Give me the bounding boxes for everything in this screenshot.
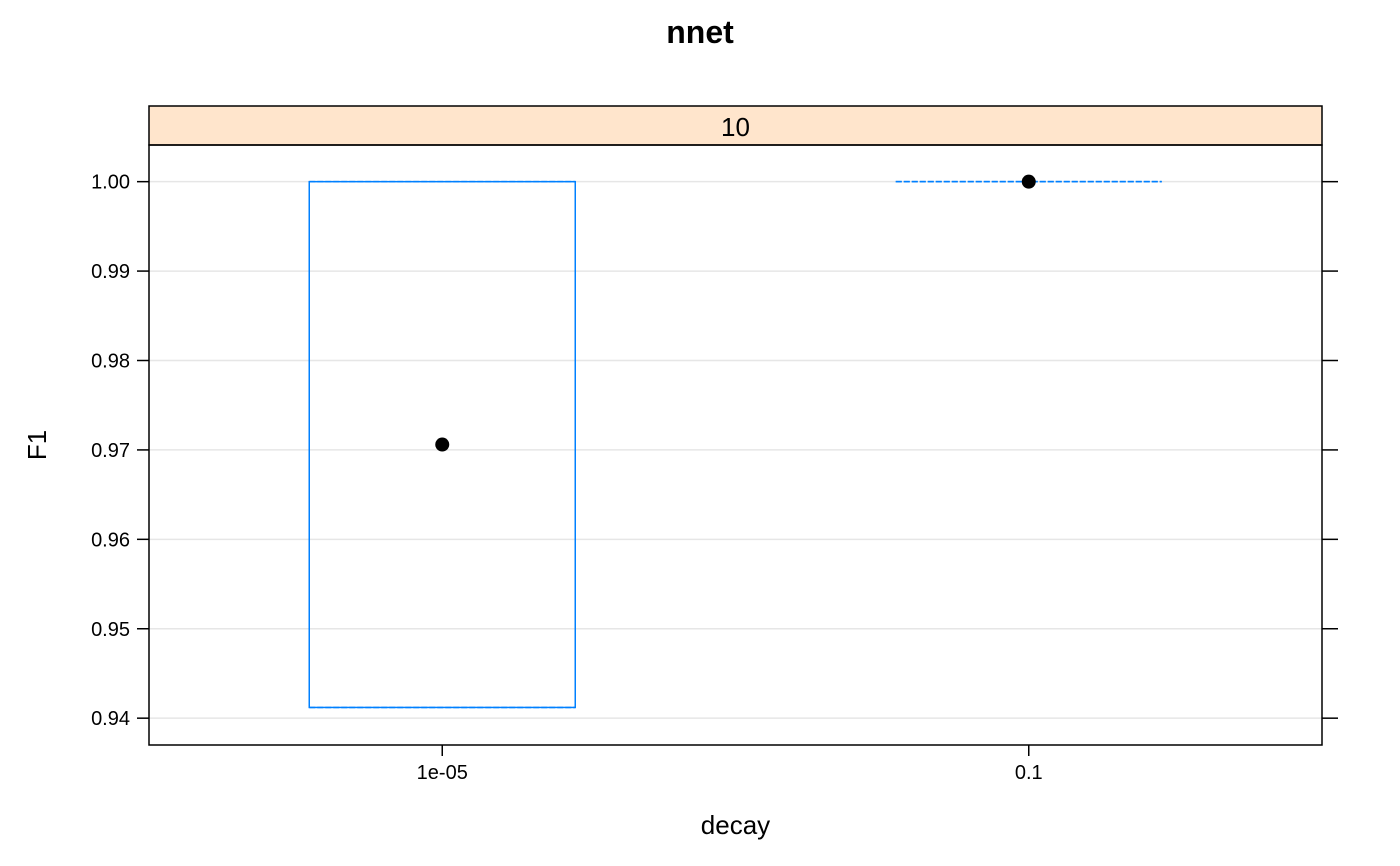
x-tick-label: 0.1 [1015, 762, 1043, 784]
box-series [308, 174, 1162, 709]
x-axis-label: decay [701, 810, 770, 840]
median-dot [435, 437, 450, 452]
y-axis: 0.94 0.95 0.96 0.97 0.98 0.99 1.00 [91, 172, 1338, 730]
y-tick-label: 0.99 [91, 261, 130, 283]
y-tick-label: 0.95 [91, 619, 130, 641]
plot-frame [148, 144, 1323, 746]
median-dot [1021, 174, 1036, 189]
x-tick-label: 1e-05 [417, 762, 468, 784]
panel-strip-label: 10 [721, 112, 750, 142]
box-0.1 [895, 174, 1162, 189]
panel-strip: 10 [148, 105, 1323, 146]
y-tick-label: 0.97 [91, 440, 130, 462]
box-1e-05 [308, 180, 576, 709]
y-tick-label: 1.00 [91, 172, 130, 194]
y-tick-label: 0.94 [91, 708, 130, 730]
panel-strip-background [148, 105, 1323, 146]
grid-lines [149, 180, 1322, 719]
x-axis: 1e-05 0.1 [417, 745, 1043, 784]
chart-title: nnet [666, 14, 734, 50]
y-tick-label: 0.98 [91, 350, 130, 372]
y-axis-label: F1 [22, 430, 52, 460]
y-tick-label: 0.96 [91, 529, 130, 551]
